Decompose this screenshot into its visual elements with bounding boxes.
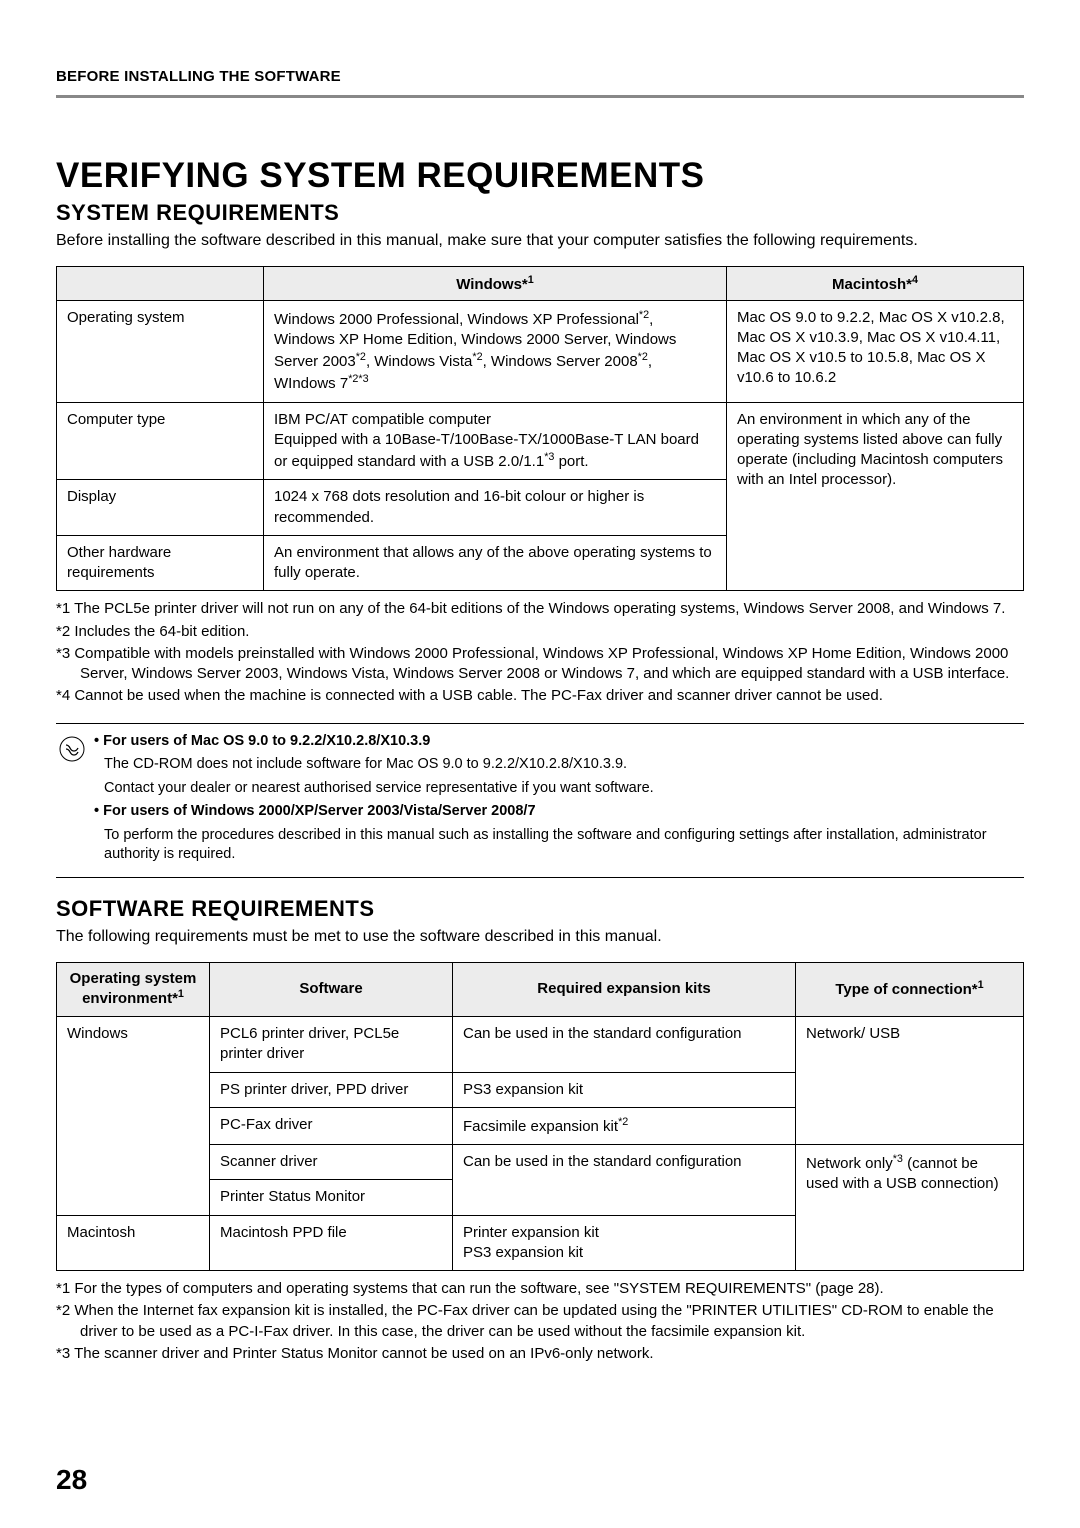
note-t2: To perform the procedures described in t…: [94, 826, 1024, 865]
system-requirements-table: Windows*1 Macintosh*4 Operating system W…: [56, 266, 1024, 592]
th-mac-sup: 4: [912, 274, 918, 286]
th-windows: Windows*1: [264, 266, 727, 300]
soft-fax: PC-Fax driver: [210, 1107, 453, 1144]
req-std2: Can be used in the standard configuratio…: [453, 1145, 796, 1216]
row-comp-mac: An environment in which any of the opera…: [727, 402, 1024, 591]
note-b2: • For users of Windows 2000/XP/Server 20…: [94, 803, 536, 819]
section1-footnotes: *1 The PCL5e printer driver will not run…: [56, 599, 1024, 706]
th-conn-label: Type of connection*: [835, 981, 977, 998]
note-icon: [56, 732, 88, 767]
note-content: • For users of Mac OS 9.0 to 9.2.2/X10.2…: [88, 732, 1024, 869]
th-mac: Macintosh*4: [727, 266, 1024, 300]
footnote: *3 The scanner driver and Printer Status…: [80, 1344, 1024, 1364]
row-disp-label: Display: [57, 480, 264, 536]
th-windows-sup: 1: [528, 274, 534, 286]
conn-net-only: Network only*3 (cannot be used with a US…: [796, 1145, 1024, 1271]
soft-psm: Printer Status Monitor: [210, 1180, 453, 1215]
footnote: *2 When the Internet fax expansion kit i…: [80, 1301, 1024, 1342]
software-requirements-table: Operating system environment*1 Software …: [56, 962, 1024, 1272]
soft-ps: PS printer driver, PPD driver: [210, 1072, 453, 1107]
soft-pcl: PCL6 printer driver, PCL5e printer drive…: [210, 1017, 453, 1073]
soft-macppd: Macintosh PPD file: [210, 1215, 453, 1271]
section1-intro: Before installing the software described…: [56, 230, 1024, 252]
row-comp-label: Computer type: [57, 402, 264, 480]
footnote: *1 For the types of computers and operat…: [80, 1279, 1024, 1299]
row-disp-win: 1024 x 768 dots resolution and 16-bit co…: [264, 480, 727, 536]
conn-net-usb: Network/ USB: [796, 1017, 1024, 1145]
breadcrumb: BEFORE INSTALLING THE SOFTWARE: [56, 68, 1024, 85]
section1-heading: SYSTEM REQUIREMENTS: [56, 200, 1024, 226]
row-os-mac: Mac OS 9.0 to 9.2.2, Mac OS X v10.2.8, M…: [727, 300, 1024, 402]
th-conn: Type of connection*1: [796, 962, 1024, 1017]
footnote: *2 Includes the 64-bit edition.: [80, 622, 1024, 642]
soft-scan: Scanner driver: [210, 1145, 453, 1180]
header-rule: [56, 95, 1024, 98]
th-env-sup: 1: [178, 988, 184, 1000]
section2-heading: SOFTWARE REQUIREMENTS: [56, 896, 1024, 922]
section2-intro: The following requirements must be met t…: [56, 926, 1024, 948]
th-req: Required expansion kits: [453, 962, 796, 1017]
req-std: Can be used in the standard configuratio…: [453, 1017, 796, 1073]
page-number: 28: [56, 1464, 87, 1496]
req-ps3: PS3 expansion kit: [453, 1072, 796, 1107]
page: BEFORE INSTALLING THE SOFTWARE VERIFYING…: [0, 0, 1080, 1528]
note-t1a: The CD-ROM does not include software for…: [94, 755, 1024, 775]
req-macppd: Printer expansion kitPS3 expansion kit: [453, 1215, 796, 1271]
footnote: *3 Compatible with models preinstalled w…: [80, 644, 1024, 685]
th-conn-sup: 1: [978, 979, 984, 991]
th-env: Operating system environment*1: [57, 962, 210, 1017]
note-box: • For users of Mac OS 9.0 to 9.2.2/X10.2…: [56, 723, 1024, 878]
row-other-label: Other hardware requirements: [57, 535, 264, 591]
th-mac-label: Macintosh*: [832, 276, 912, 293]
row-os-label: Operating system: [57, 300, 264, 402]
req-fax: Facsimile expansion kit*2: [453, 1107, 796, 1144]
os-mac: Macintosh: [57, 1215, 210, 1271]
os-windows: Windows: [57, 1017, 210, 1216]
row-os-win: Windows 2000 Professional, Windows XP Pr…: [264, 300, 727, 402]
footnote: *4 Cannot be used when the machine is co…: [80, 686, 1024, 706]
row-other-win: An environment that allows any of the ab…: [264, 535, 727, 591]
footnote: *1 The PCL5e printer driver will not run…: [80, 599, 1024, 619]
th-blank: [57, 266, 264, 300]
section2-footnotes: *1 For the types of computers and operat…: [56, 1279, 1024, 1364]
row-comp-win: IBM PC/AT compatible computerEquipped wi…: [264, 402, 727, 480]
th-soft: Software: [210, 962, 453, 1017]
page-title: VERIFYING SYSTEM REQUIREMENTS: [56, 156, 1024, 196]
note-b1: • For users of Mac OS 9.0 to 9.2.2/X10.2…: [94, 733, 430, 749]
th-windows-label: Windows*: [456, 276, 528, 293]
note-t1b: Contact your dealer or nearest authorise…: [94, 779, 1024, 799]
